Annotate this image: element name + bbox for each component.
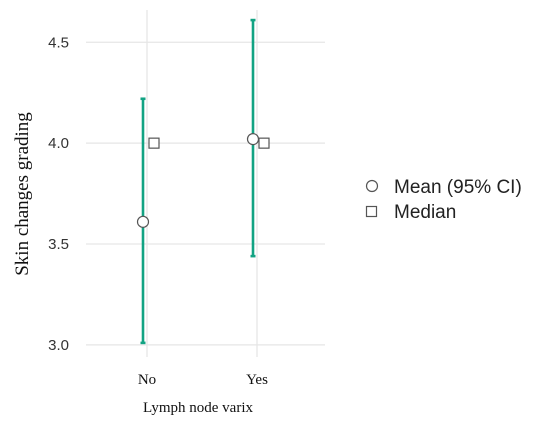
gridlines	[86, 10, 325, 357]
x-axis-title: Lymph node varix	[143, 400, 253, 416]
legend-mean-label: Mean (95% CI)	[394, 177, 522, 198]
legend-mean-marker	[365, 179, 379, 193]
y-tick-label: 3.0	[48, 337, 69, 354]
error-bars	[140, 18, 256, 345]
legend-median-marker	[365, 205, 378, 218]
mean-point	[136, 215, 150, 228]
legend-median-label: Median	[394, 202, 456, 223]
mean-point	[246, 133, 260, 146]
y-tick-label: 3.5	[48, 236, 69, 253]
x-axis-ticks: No Yes	[138, 372, 268, 388]
median-point	[258, 137, 270, 149]
y-axis-title: Skin changes grading	[12, 112, 33, 276]
x-tick-label: No	[138, 372, 156, 388]
y-tick-label: 4.5	[48, 34, 69, 51]
legend: Mean (95% CI) Median	[365, 177, 522, 223]
data-points	[136, 133, 270, 228]
median-point	[148, 137, 160, 149]
y-tick-label: 4.0	[48, 135, 69, 152]
y-axis-ticks: 3.0 3.5 4.0 4.5	[48, 34, 69, 354]
x-tick-label: Yes	[246, 372, 268, 388]
